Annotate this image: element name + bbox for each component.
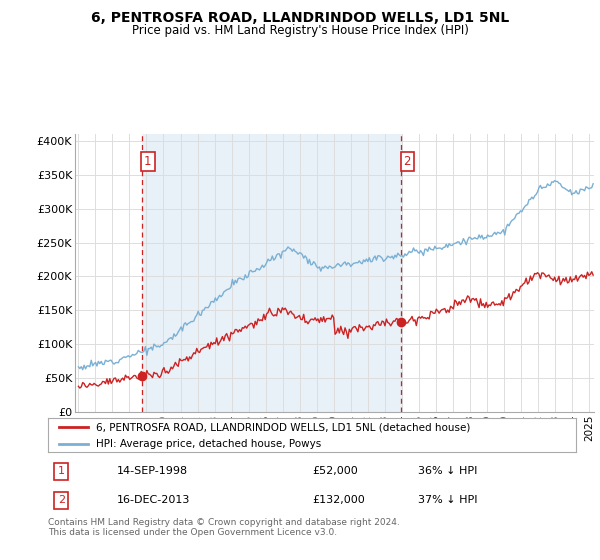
Text: 6, PENTROSFA ROAD, LLANDRINDOD WELLS, LD1 5NL: 6, PENTROSFA ROAD, LLANDRINDOD WELLS, LD… <box>91 11 509 25</box>
Text: £52,000: £52,000 <box>312 466 358 476</box>
Text: HPI: Average price, detached house, Powys: HPI: Average price, detached house, Powy… <box>95 439 321 449</box>
Bar <box>142 134 401 412</box>
Text: 16-DEC-2013: 16-DEC-2013 <box>116 496 190 505</box>
Text: 36% ↓ HPI: 36% ↓ HPI <box>418 466 477 476</box>
Text: Contains HM Land Registry data © Crown copyright and database right 2024.
This d: Contains HM Land Registry data © Crown c… <box>48 518 400 538</box>
Text: 2: 2 <box>404 155 411 168</box>
Text: 14-SEP-1998: 14-SEP-1998 <box>116 466 188 476</box>
Text: 6, PENTROSFA ROAD, LLANDRINDOD WELLS, LD1 5NL (detached house): 6, PENTROSFA ROAD, LLANDRINDOD WELLS, LD… <box>95 422 470 432</box>
Text: £132,000: £132,000 <box>312 496 365 505</box>
Text: 37% ↓ HPI: 37% ↓ HPI <box>418 496 477 505</box>
Text: 1: 1 <box>144 155 152 168</box>
Text: Price paid vs. HM Land Registry's House Price Index (HPI): Price paid vs. HM Land Registry's House … <box>131 24 469 36</box>
Text: 1: 1 <box>58 466 65 476</box>
Text: 2: 2 <box>58 496 65 505</box>
